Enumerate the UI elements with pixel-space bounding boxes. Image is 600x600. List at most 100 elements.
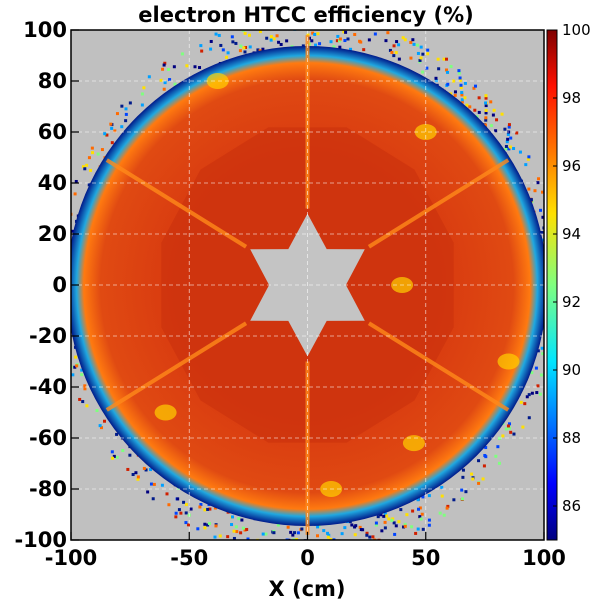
noise-pixel	[67, 287, 70, 290]
noise-pixel	[374, 521, 378, 525]
sector-line	[105, 321, 248, 412]
noise-pixel	[484, 118, 488, 122]
noise-pixel	[391, 517, 395, 521]
noise-pixel	[395, 40, 399, 44]
noise-pixel	[257, 551, 260, 554]
noise-pixel	[524, 163, 528, 167]
noise-pixel	[239, 531, 243, 535]
noise-pixel	[397, 520, 401, 524]
noise-pixel	[536, 181, 540, 185]
noise-pixel	[213, 506, 217, 510]
noise-pixel	[64, 215, 67, 218]
noise-pixel	[538, 392, 542, 396]
noise-pixel	[217, 33, 221, 37]
noise-pixel	[300, 527, 304, 531]
noise-pixel	[365, 533, 369, 537]
noise-pixel	[91, 151, 95, 155]
noise-pixel	[214, 524, 218, 528]
noise-pixel	[199, 502, 203, 506]
noise-pixel	[124, 112, 128, 116]
noise-pixel	[519, 400, 523, 404]
noise-pixel	[66, 252, 69, 255]
colorbar-tick-label: 96	[562, 157, 581, 175]
noise-pixel	[541, 215, 544, 219]
noise-pixel	[477, 96, 481, 100]
noise-pixel	[403, 522, 407, 526]
noise-pixel	[244, 541, 247, 544]
noise-pixel	[419, 45, 423, 49]
noise-pixel	[504, 147, 508, 151]
noise-pixel	[242, 46, 246, 50]
noise-pixel	[209, 47, 213, 51]
noise-pixel	[196, 527, 200, 531]
noise-pixel	[401, 36, 405, 40]
noise-pixel	[459, 86, 463, 90]
noise-pixel	[329, 40, 333, 44]
noise-pixel	[63, 252, 66, 255]
noise-pixel	[81, 165, 85, 169]
noise-pixel	[293, 531, 297, 535]
noise-pixel	[256, 48, 260, 52]
noise-pixel	[124, 119, 128, 123]
noise-pixel	[494, 454, 498, 458]
noise-pixel	[243, 31, 247, 35]
noise-pixel	[444, 68, 448, 72]
noise-pixel	[80, 373, 84, 377]
noise-pixel	[149, 468, 153, 472]
noise-pixel	[446, 504, 450, 508]
noise-pixel	[426, 52, 430, 56]
noise-pixel	[203, 508, 207, 512]
noise-pixel	[349, 47, 353, 51]
noise-pixel	[166, 67, 170, 71]
y-tick-label: -20	[29, 324, 67, 348]
noise-pixel	[87, 156, 91, 160]
noise-pixel	[402, 525, 406, 529]
noise-pixel	[326, 535, 330, 539]
noise-pixel	[98, 424, 102, 428]
noise-pixel	[174, 511, 178, 515]
noise-pixel	[136, 475, 140, 479]
noise-pixel	[115, 432, 119, 436]
noise-pixel	[269, 35, 273, 39]
noise-pixel	[452, 79, 456, 83]
noise-pixel	[527, 187, 531, 191]
noise-pixel	[394, 51, 398, 55]
noise-pixel	[209, 39, 213, 43]
noise-pixel	[411, 509, 415, 513]
noise-pixel	[449, 65, 453, 69]
noise-pixel	[460, 91, 464, 95]
noise-pixel	[343, 547, 346, 550]
noise-pixel	[327, 533, 331, 537]
colorbar-tick-label: 100	[562, 21, 591, 39]
noise-pixel	[518, 150, 522, 154]
noise-pixel	[509, 430, 513, 434]
noise-pixel	[416, 51, 420, 55]
noise-pixel	[332, 45, 336, 49]
noise-pixel	[142, 86, 146, 90]
noise-pixel	[115, 455, 119, 459]
x-axis-ticks: -100 -50 0 50 100	[45, 532, 566, 570]
noise-pixel	[83, 384, 87, 388]
noise-pixel	[473, 108, 477, 112]
noise-pixel	[71, 365, 73, 369]
noise-pixel	[537, 177, 541, 181]
noise-pixel	[258, 30, 262, 34]
noise-pixel	[461, 475, 465, 479]
noise-pixel	[144, 468, 148, 472]
noise-pixel	[109, 122, 113, 126]
x-tick-label: -50	[170, 546, 208, 570]
y-tick-label: -100	[14, 528, 67, 552]
noise-pixel	[320, 543, 323, 546]
noise-pixel	[505, 140, 509, 144]
hotspot	[402, 435, 425, 452]
noise-pixel	[96, 152, 100, 156]
x-tick-label: 100	[522, 546, 566, 570]
y-axis-ticks: 100 80 60 40 20 0 -20 -40 -60 -80 -100	[14, 18, 79, 552]
noise-pixel	[491, 113, 495, 117]
noise-pixel	[477, 110, 481, 114]
noise-pixel	[418, 506, 422, 510]
noise-pixel	[105, 133, 109, 137]
noise-pixel	[180, 52, 184, 56]
noise-pixel	[463, 81, 467, 85]
noise-pixel	[246, 549, 249, 552]
